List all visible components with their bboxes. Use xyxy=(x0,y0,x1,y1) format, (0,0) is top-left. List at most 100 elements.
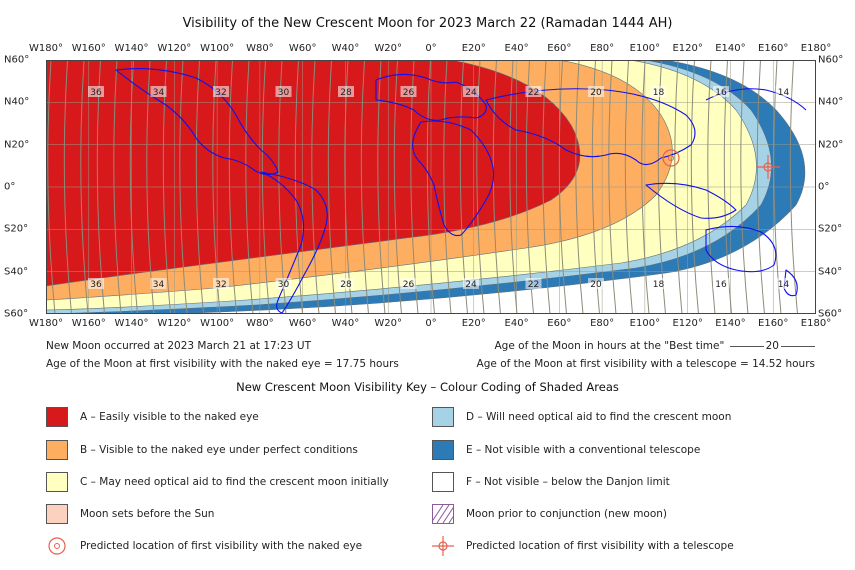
longitude-label: E180° xyxy=(800,43,832,54)
age-contour-line xyxy=(740,60,749,314)
latitude-label: N40° xyxy=(4,96,30,108)
longitude-label: W40° xyxy=(331,43,360,54)
map-title: Visibility of the New Crescent Moon for … xyxy=(182,16,673,31)
longitude-label: E140° xyxy=(715,318,746,329)
age-contour-label: 34 xyxy=(153,88,165,98)
key-item-a: A – Easily visible to the naked eye xyxy=(46,406,259,428)
swatch-prior-conjunction xyxy=(432,504,454,524)
age-contour-line xyxy=(311,60,320,314)
telescope-age: Age of the Moon at first visibility with… xyxy=(476,358,815,370)
age-contour-label: 36 xyxy=(90,88,102,98)
latitude-label: S60° xyxy=(4,308,29,320)
age-contour-line xyxy=(63,60,72,314)
longitude-label: W80° xyxy=(246,43,274,54)
age-contour-line xyxy=(393,60,402,314)
key-item-f: F – Not visible – below the Danjon limit xyxy=(432,471,670,493)
key-item-b: B – Visible to the naked eye under perfe… xyxy=(46,439,358,461)
longitude-label: W40° xyxy=(331,318,360,329)
naked-eye-first-visibility-marker xyxy=(662,149,680,167)
age-contour-label-background xyxy=(713,86,729,97)
latitude-label: N60° xyxy=(818,54,844,66)
key-label-c: C – May need optical aid to find the cre… xyxy=(80,476,389,488)
longitude-label: E80° xyxy=(590,43,615,54)
latitude-label: N60° xyxy=(4,54,30,66)
age-contour-label-background xyxy=(400,278,417,289)
longitude-label: W20° xyxy=(374,318,403,329)
age-contour-label: 24 xyxy=(465,280,477,290)
key-title: New Crescent Moon Visibility Key – Colou… xyxy=(236,380,619,394)
age-contour-line xyxy=(327,60,336,314)
age-contour-line xyxy=(492,60,501,314)
age-contour-label-background xyxy=(775,278,792,289)
age-contour-label: 16 xyxy=(715,88,727,98)
longitude-label: E180° xyxy=(800,318,832,329)
age-contour-label-background xyxy=(150,86,167,97)
age-contour-label: 26 xyxy=(403,88,415,98)
longitude-label: W140° xyxy=(114,43,149,54)
key-item-telescope-marker: Predicted location of first visibility w… xyxy=(432,535,734,557)
longitude-label: W100° xyxy=(200,43,235,54)
longitude-label: E60° xyxy=(547,43,572,54)
best-time-legend: Age of the Moon in hours at the "Best ti… xyxy=(495,340,818,352)
age-contour-label-background xyxy=(338,86,354,97)
longitude-label: W60° xyxy=(288,43,317,54)
swatch-f xyxy=(432,472,454,492)
age-contour-line xyxy=(575,60,584,314)
longitude-label: E40° xyxy=(504,318,529,329)
age-contour-label: 26 xyxy=(403,280,415,290)
age-contour-label-background xyxy=(88,278,104,289)
age-contour-label-background xyxy=(525,86,542,97)
age-contour-label: 24 xyxy=(465,88,477,98)
age-contour-label-background xyxy=(150,278,167,289)
key-item-prior-conjunction: Moon prior to conjunction (new moon) xyxy=(432,503,667,525)
longitude-label: E120° xyxy=(672,318,703,329)
age-contour-label-background xyxy=(463,278,479,289)
longitude-label: E40° xyxy=(504,43,529,54)
age-contour-labels-top: 36 34 32 30 28 26 24 22 20 18 16 14 xyxy=(88,86,792,98)
age-contour-label-background xyxy=(213,86,229,97)
age-contour-label-background xyxy=(650,86,667,97)
age-contour-line xyxy=(179,60,188,314)
latitude-label: N20° xyxy=(818,139,844,151)
longitude-label: W120° xyxy=(157,43,192,54)
age-contour-label: 20 xyxy=(590,280,602,290)
age-contour-label: 28 xyxy=(340,88,352,98)
key-item-sets-before-sun: Moon sets before the Sun xyxy=(46,503,214,525)
latitude-label: S20° xyxy=(4,223,29,235)
key-label-a: A – Easily visible to the naked eye xyxy=(80,411,259,423)
age-contour-line xyxy=(80,60,89,314)
longitude-label: E160° xyxy=(758,43,789,54)
age-contour-label-background xyxy=(275,278,292,289)
swatch-b xyxy=(46,440,68,460)
age-contour-line xyxy=(360,60,369,314)
age-contour-label-background xyxy=(400,86,417,97)
visibility-map: 36 34 32 30 28 26 24 22 20 18 16 14 36 34 32 30 28 26 24 2… xyxy=(46,60,816,314)
age-contour-line xyxy=(426,60,435,314)
longitude-label: W20° xyxy=(374,43,403,54)
age-contour-line xyxy=(756,60,765,314)
best-time-sample-value: 20 xyxy=(765,340,779,352)
age-contour-line xyxy=(228,60,237,314)
longitude-label: W180° xyxy=(29,43,63,54)
longitude-labels-top: W180° W160° W140° W120° W100° W80° W60° W40° W20… xyxy=(0,43,855,57)
latitude-label: N20° xyxy=(4,139,30,151)
longitude-label: E100° xyxy=(629,318,661,329)
latitude-label: S60° xyxy=(818,308,843,320)
best-time-line-left xyxy=(729,345,764,347)
key-label-naked-eye-marker: Predicted location of first visibility w… xyxy=(80,540,363,552)
key-label-e: E – Not visible with a conventional tele… xyxy=(466,444,701,456)
latitude-label: N40° xyxy=(818,96,844,108)
age-contour-label: 22 xyxy=(528,280,539,290)
age-contour-line xyxy=(707,60,716,314)
longitude-label: E60° xyxy=(547,318,572,329)
longitude-labels-bottom: W180° W160° W140° W120° W100° W80° W60° W40° W20… xyxy=(0,318,855,332)
age-contour-label: 18 xyxy=(653,280,665,290)
age-contour-line xyxy=(608,60,617,314)
age-contour-label: 32 xyxy=(215,280,226,290)
age-contour-label-background xyxy=(213,278,229,289)
longitude-label: W100° xyxy=(200,318,235,329)
age-contour-label-background xyxy=(650,278,667,289)
age-contour-line xyxy=(674,60,683,314)
age-contour-line xyxy=(558,60,567,314)
age-contour-line xyxy=(245,60,254,314)
